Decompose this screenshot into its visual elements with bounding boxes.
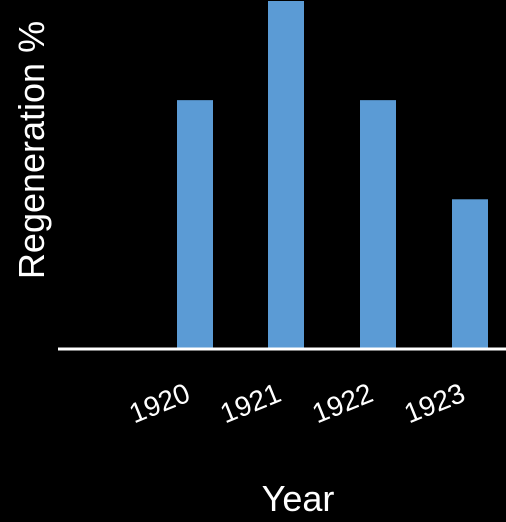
bar-1920 (177, 100, 213, 349)
y-axis-title: Regeneration % (11, 21, 52, 279)
bar-1922 (360, 100, 396, 349)
x-axis-title: Year (262, 478, 335, 519)
bar-1923 (452, 199, 488, 348)
bars-group (177, 1, 488, 349)
bar-1921 (268, 1, 304, 348)
